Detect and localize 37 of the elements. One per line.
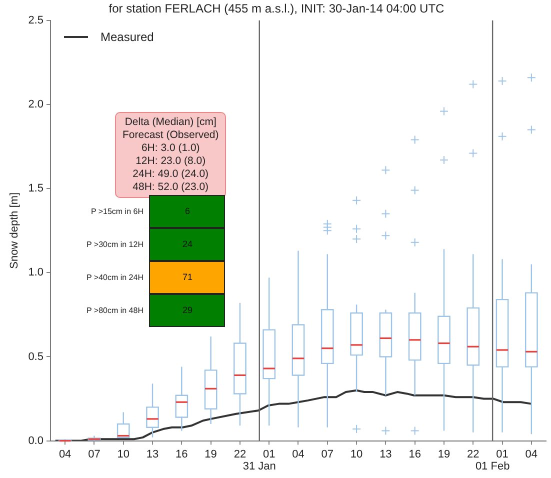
- category-label: P >30cm in 12H: [86, 239, 144, 252]
- x-tick-label: 16: [176, 448, 188, 460]
- x-tick-label: 07: [88, 448, 100, 460]
- y-tick-label: 2.0: [28, 98, 44, 111]
- ref-line-label: 31 Jan: [242, 460, 276, 472]
- y-tick-label: 1.5: [28, 182, 44, 195]
- x-tick-label: 22: [467, 448, 480, 460]
- category-label: P >15cm in 6H: [90, 206, 144, 218]
- legend-label: Measured: [100, 30, 154, 44]
- category-label: P >40cm in 24H: [86, 272, 144, 284]
- data-label: 6: [149, 195, 226, 228]
- x-tick-label: 22: [234, 448, 246, 460]
- ref-line-label: 01 Feb: [475, 460, 510, 472]
- y-tick-label: 1.0: [28, 266, 44, 279]
- x-tick-label: 16: [408, 448, 421, 460]
- x-tick-label: 10: [350, 448, 363, 460]
- x-tick-label: 04: [525, 448, 538, 460]
- x-tick-label: 13: [146, 448, 159, 460]
- data-label: 24: [149, 228, 226, 262]
- x-tick-label: 04: [58, 448, 72, 460]
- y-axis-title: Snow depth [m]: [8, 192, 21, 269]
- chart-title: for station FERLACH (455 m a.s.l.), INIT: 30-Jan-14 04:00 UTC: [108, 2, 445, 16]
- x-tick-label: 07: [321, 448, 334, 460]
- x-tick-label: 19: [438, 448, 450, 460]
- category-label: P >80cm in 48H: [86, 305, 144, 318]
- x-tick-label: 10: [117, 448, 130, 460]
- x-tick-label: 19: [204, 448, 217, 460]
- data-label: 71: [149, 261, 226, 294]
- data-label: 29: [149, 294, 226, 328]
- y-tick-label: 2.5: [28, 14, 44, 26]
- x-tick-label: 04: [292, 448, 304, 460]
- x-tick-label: 01: [262, 448, 276, 460]
- x-tick-label: 01: [496, 448, 508, 460]
- x-tick-label: 13: [380, 448, 392, 460]
- annotation: Delta (Median) [cm] Forecast (Observed) 6H: 3.0 (1.0) 12H: 23.0 (8.0) 24H: 49.0 (24.0) 48H: 52.0 (23.0): [115, 112, 226, 198]
- y-tick-label: 0.5: [28, 350, 44, 363]
- y-tick-label: 0.0: [28, 434, 44, 447]
